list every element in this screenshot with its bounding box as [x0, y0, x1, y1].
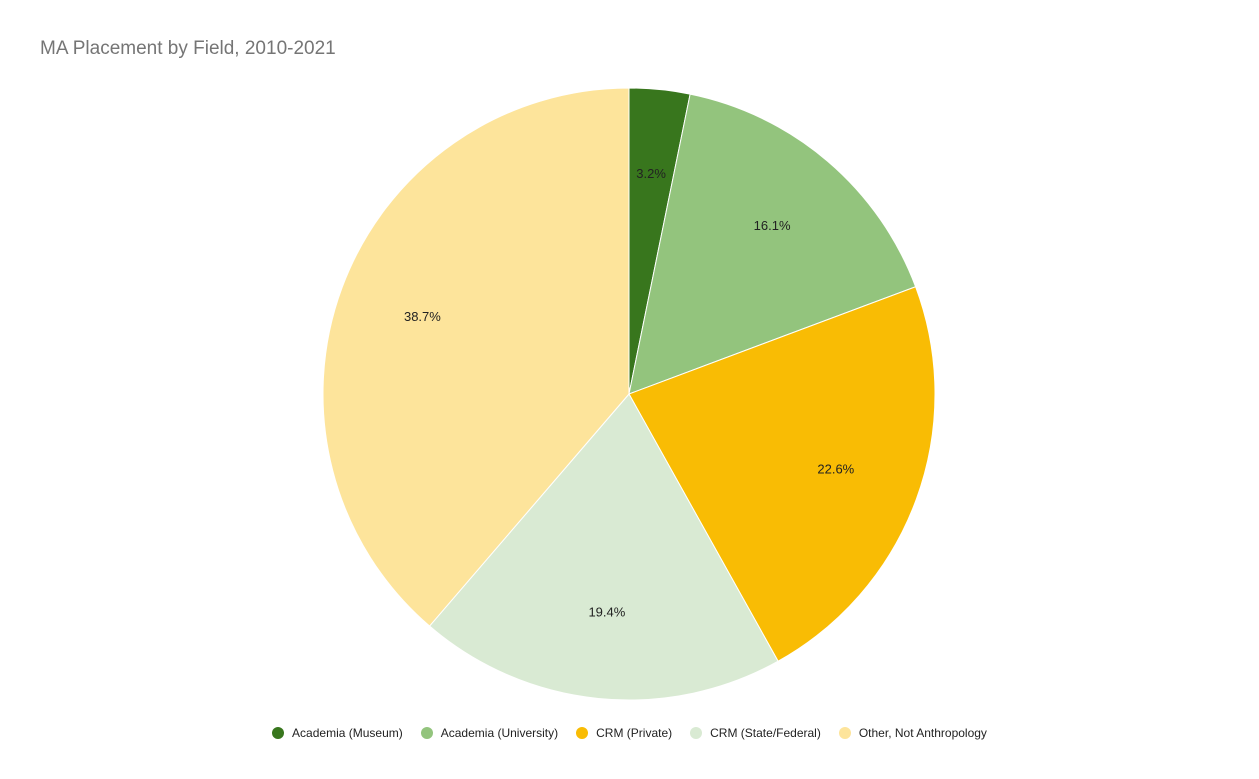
pie-slice-3 [628, 286, 936, 662]
legend-swatch-icon [420, 727, 433, 739]
pie-slice-2 [628, 93, 917, 395]
legend-label: Academia (University) [440, 726, 559, 740]
slice-data-label-1: 3.2% [636, 166, 666, 181]
legend-label: Other, Not Anthropology [858, 726, 987, 740]
legend-item-2: Academia (University) [420, 726, 559, 740]
legend-swatch-icon [838, 727, 851, 739]
legend-label: CRM (State/Federal) [710, 726, 821, 740]
pie-slice-5 [322, 87, 630, 627]
legend-item-4: CRM (State/Federal) [690, 726, 821, 740]
legend-label: Academia (Museum) [292, 726, 403, 740]
slice-data-label-3: 22.6% [817, 461, 854, 476]
legend-item-3: CRM (Private) [576, 726, 672, 740]
legend-item-1: Academia (Museum) [272, 726, 403, 740]
chart-title: MA Placement by Field, 2010-2021 [40, 38, 336, 59]
legend-item-5: Other, Not Anthropology [838, 726, 987, 740]
pie-slice-4 [428, 393, 779, 701]
legend-swatch-icon [576, 727, 589, 739]
slice-data-label-2: 16.1% [754, 218, 791, 233]
legend-swatch-icon [272, 727, 285, 739]
slice-data-label-5: 38.7% [404, 309, 441, 324]
legend-label: CRM (Private) [596, 726, 673, 740]
chart-legend: Academia (Museum) Academia (University) CR… [0, 724, 1259, 742]
slice-data-label-4: 19.4% [588, 605, 625, 620]
legend-swatch-icon [690, 727, 703, 739]
